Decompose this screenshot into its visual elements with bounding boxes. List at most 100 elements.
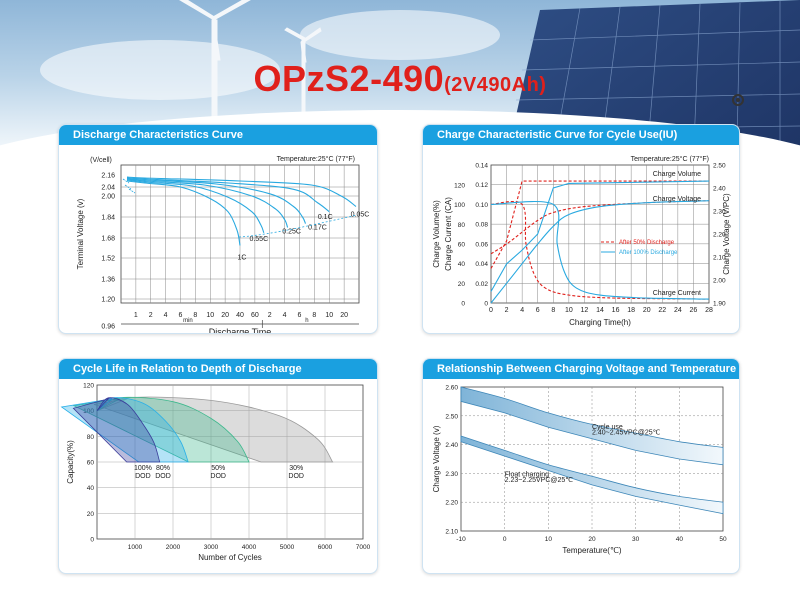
series-label: 100%: [134, 465, 152, 472]
card-title: Discharge Characteristics Curve: [59, 125, 377, 145]
x-tick-label: -10: [456, 536, 466, 543]
series-label: DOD: [135, 473, 151, 480]
band-label: Float charging: [505, 471, 549, 478]
y-tick-label: 2.60: [445, 385, 458, 392]
discharge-chart: 2.16 2.04 2.00 1.84 1.68 1.52 1.36 1.20 0.96 (V/c…: [76, 155, 369, 334]
page-title: OPzS2-490(2V490Ah): [0, 58, 800, 100]
x-tick-label: 14: [596, 307, 604, 314]
x-tick-label: 6: [536, 307, 540, 314]
voltage-tick-label: 2.00: [713, 278, 726, 285]
voltage-tick-label: 2.20: [713, 232, 726, 239]
band-label: Cycle use: [592, 424, 623, 431]
current-tick-label: 0: [484, 301, 488, 308]
curve-label: Charge Voltage: [653, 196, 701, 203]
x-tick-label: 30: [632, 536, 640, 543]
x-tick-label: 10: [325, 312, 333, 319]
series-label: DOD: [155, 473, 171, 480]
x-axis-label: Discharge Time: [209, 327, 272, 334]
x-tick-label: 0: [503, 536, 507, 543]
cycle-life-chart-card: Cycle Life in Relation to Depth of Disch…: [58, 358, 378, 574]
x-tick-label: 8: [193, 312, 197, 319]
voltage-tick-label: 2.40: [713, 186, 726, 193]
volume-tick-label: 80: [458, 222, 466, 229]
x-tick-label: 0: [489, 307, 493, 314]
series-line-voltage: [490, 180, 709, 269]
x-tick-label: 5000: [280, 544, 295, 551]
series-label: 0.55C: [249, 236, 268, 243]
discharge-chart-card: Discharge Characteristics Curve 2.16 2.04…: [58, 124, 378, 334]
y-tick-label: 1.84: [101, 215, 115, 222]
y-tick-label: 2.00: [101, 194, 115, 201]
curve-label: Charge Volume: [653, 171, 701, 178]
volume-tick-label: 20: [458, 281, 466, 288]
y-tick-label: 1.36: [101, 277, 115, 284]
charge-chart-card: Charge Characteristic Curve for Cycle Us…: [422, 124, 740, 334]
series-label: 50%: [211, 465, 225, 472]
band-range-label: 2.23~2.25VPC@25℃: [505, 477, 574, 484]
x-tick-label: 60: [251, 312, 259, 319]
x-tick-label: 10: [206, 312, 214, 319]
current-tick-label: 0.14: [475, 163, 488, 170]
x-tick-label: 20: [340, 312, 348, 319]
product-model: OPzS2-490: [253, 58, 445, 99]
y-axis-label: Terminal Voltage (v): [76, 198, 85, 269]
y-tick-label: 60: [87, 460, 95, 467]
y-tick-label: 0: [90, 537, 94, 544]
x-tick-label: 3000: [204, 544, 219, 551]
voltage-tick-label: 2.30: [713, 209, 726, 216]
series-line-0.25C: [126, 178, 289, 228]
current-tick-label: 0.02: [475, 281, 488, 288]
x-tick-label: 10: [565, 307, 573, 314]
series-band-1: [460, 435, 724, 515]
y-tick-label: 2.50: [445, 413, 458, 420]
y-axis-label: Capacity(%): [66, 440, 75, 484]
current-tick-label: 0.10: [475, 202, 488, 209]
y-tick-label: 2.30: [445, 471, 458, 478]
series-label: 0.1C: [318, 214, 333, 221]
series-line-1C: [126, 180, 241, 246]
x-tick-label: 2000: [166, 544, 181, 551]
current-tick-label: 0.08: [475, 222, 488, 229]
series-band-3: [93, 396, 334, 463]
x-tick-label: 6000: [318, 544, 333, 551]
y-tick-label: 120: [83, 383, 94, 390]
x-tick-label: 4: [520, 307, 524, 314]
charge-chart: 0 2 4 6 8 10 12 14 16 18 20 22 24 26 2800.020.040.060.…: [432, 155, 731, 327]
volume-tick-label: 60: [458, 242, 466, 249]
x-axis-label: Charging Time(h): [569, 318, 631, 327]
legend-label: After 100% Discharge: [619, 250, 678, 256]
x-tick-label: 2: [505, 307, 509, 314]
x-tick-label: 1000: [128, 544, 143, 551]
x-tick-label: 28: [705, 307, 713, 314]
x-tick-label: 1: [134, 312, 138, 319]
y-axis-label-volume: Charge Volume(%): [432, 200, 441, 268]
x-tick-label: 40: [676, 536, 684, 543]
x-tick-label: 2: [268, 312, 272, 319]
legend-label: After 50% Discharge: [619, 240, 675, 246]
card-title: Charge Characteristic Curve for Cycle Us…: [423, 125, 739, 145]
temperature-note: Temperature:25°C (77°F): [631, 155, 709, 163]
curve-label: Charge Current: [653, 290, 701, 297]
x-tick-label: 10: [545, 536, 553, 543]
card-title: Cycle Life in Relation to Depth of Disch…: [59, 359, 377, 379]
series-band-0: [460, 386, 724, 466]
voltage-tick-label: 1.90: [713, 301, 726, 308]
y-tick-label: 100: [83, 408, 94, 415]
x-tick-label: 16: [612, 307, 620, 314]
cycle-life-chart: 1000 2000 3000 4000 5000 6000 7000 0 20 40 60 80 100…: [60, 383, 371, 562]
y-tick-label: 1.20: [101, 297, 115, 304]
x-tick-label: 4000: [242, 544, 257, 551]
y-tick-label: 1.68: [101, 236, 115, 243]
current-tick-label: 0.06: [475, 241, 488, 248]
x-tick-label: 12: [581, 307, 589, 314]
series-line-volume: [490, 200, 710, 304]
x-tick-label: 6: [298, 312, 302, 319]
x-tick-label: 8: [551, 307, 555, 314]
series-line-voltage: [490, 180, 710, 292]
x-tick-label: 40: [236, 312, 244, 319]
current-tick-label: 0.04: [475, 261, 488, 268]
y-axis-label: Charge Voltage (v): [432, 425, 441, 492]
voltage-temperature-chart-card: Relationship Between Charging Voltage an…: [422, 358, 740, 574]
volume-tick-label: 0: [461, 301, 465, 308]
y-tick-label: 2.20: [445, 500, 458, 507]
